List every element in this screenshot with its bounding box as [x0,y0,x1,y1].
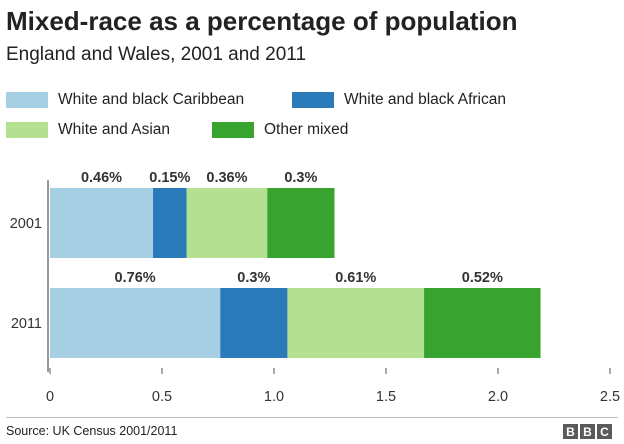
x-axis: 2001 2011 0 0.5 1.0 1.5 2.0 2.5 [10,180,620,405]
bar-segment [220,288,288,358]
bars-group: 0.46% 0.15% 0.36% 0.3% 0.76% 0.3% 0.61% 0.52% [50,170,541,358]
legend-item-other-mixed: Other mixed [212,120,348,140]
footer-divider [6,417,618,418]
data-label: 0.76% [115,270,156,286]
legend-item-white-black-african: White and black African [292,90,506,110]
bbc-logo: B B C [563,424,612,439]
legend-label: Other mixed [264,121,349,138]
legend-label: White and black African [344,91,506,108]
category-label: 2001 [10,216,42,232]
data-label: 0.36% [206,170,247,186]
bar-segment [287,288,425,358]
source-note: Source: UK Census 2001/2011 [6,424,178,438]
legend-swatch [6,92,48,108]
data-label: 0.46% [81,170,122,186]
chart-subtitle: England and Wales, 2001 and 2011 [6,44,307,65]
x-tick-label: 1.0 [264,389,284,405]
bbc-logo-letter: B [580,424,595,439]
legend-item-white-asian: White and Asian [6,120,170,140]
bar-segment [267,188,335,258]
bbc-logo-letter: C [597,424,612,439]
bar-segment [50,288,221,358]
data-label: 0.61% [335,270,376,286]
legend-item-white-black-caribbean: White and black Caribbean [6,90,244,110]
bar-segment [186,188,268,258]
x-tick-label: 0.5 [152,389,172,405]
data-label: 0.15% [149,170,190,186]
data-label: 0.52% [462,270,503,286]
data-label: 0.3% [284,170,317,186]
legend-swatch [212,122,254,138]
bar-segment [50,188,154,258]
x-tick-label: 2.0 [488,389,508,405]
chart-title: Mixed-race as a percentage of population [6,6,518,36]
bar-segment [424,288,541,358]
legend-swatch [292,92,334,108]
category-label: 2011 [11,316,42,332]
legend-label: White and black Caribbean [58,91,245,108]
x-tick-label: 2.5 [600,389,620,405]
data-label: 0.3% [237,270,270,286]
x-tick-label: 0 [46,389,54,405]
bar-segment [153,188,187,258]
x-tick-label: 1.5 [376,389,396,405]
legend-label: White and Asian [58,121,171,138]
legend-swatch [6,122,48,138]
bbc-logo-letter: B [563,424,578,439]
